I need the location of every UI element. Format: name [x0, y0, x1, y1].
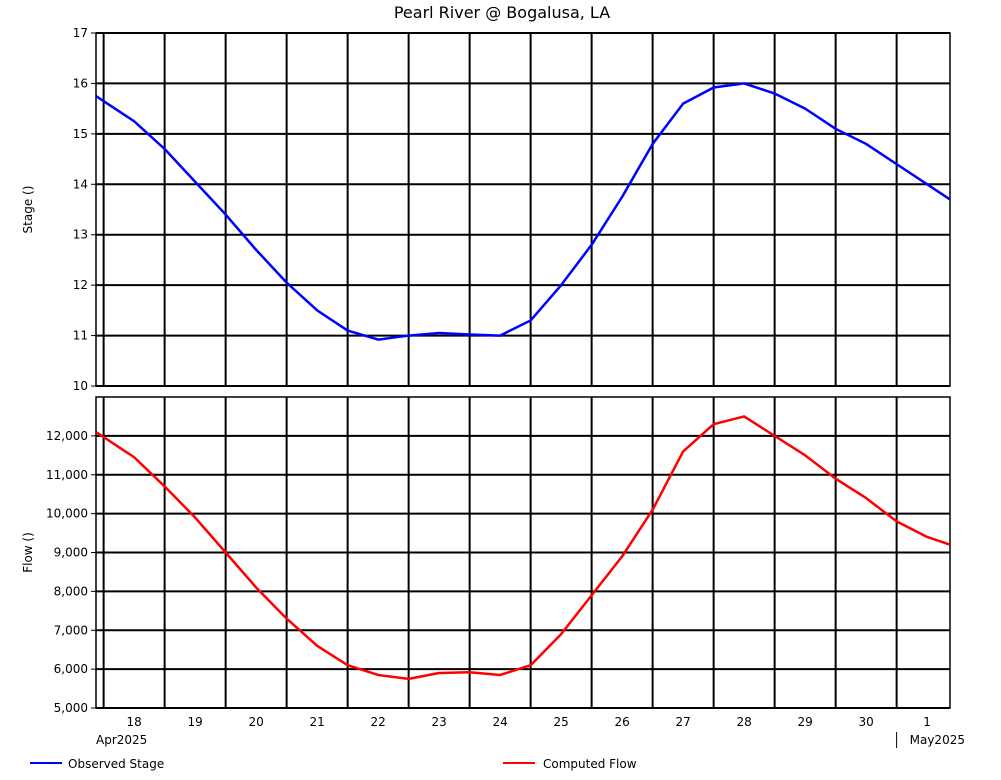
y-tick-label: 8,000: [54, 584, 88, 598]
flow-plot-frame: [95, 396, 951, 709]
chart-title: Pearl River @ Bogalusa, LA: [394, 3, 610, 22]
stage-panel: 10 11 12 13 14 15 16 17 Stage (): [21, 26, 951, 393]
x-day-label: 25: [553, 715, 568, 729]
y-tick-label: 17: [73, 26, 88, 40]
x-day-label: 1: [923, 715, 931, 729]
x-axis: 18 19 20 21 22 23 24 25 26 27 28 29 30 1 Apr2025 May202…: [96, 715, 965, 748]
y-tick-label: 10,000: [46, 507, 88, 521]
y-tick-label: 10: [73, 379, 88, 393]
y-tick-label: 11: [73, 329, 88, 343]
x-day-label: 24: [492, 715, 507, 729]
x-month-label-apr: Apr2025: [96, 733, 147, 747]
flow-series-line: [95, 415, 951, 681]
x-day-label: 22: [370, 715, 385, 729]
x-day-label: 30: [858, 715, 873, 729]
y-tick-label: 12: [73, 278, 88, 292]
legend-label-observed-stage: Observed Stage: [68, 757, 164, 771]
y-tick-label: 13: [73, 228, 88, 242]
x-day-label: 29: [797, 715, 812, 729]
stage-plot-frame: [95, 32, 951, 387]
x-day-label: 19: [187, 715, 202, 729]
y-tick-label: 15: [73, 127, 88, 141]
x-day-label: 21: [309, 715, 324, 729]
x-day-label: 27: [675, 715, 690, 729]
y-tick-label: 9,000: [54, 546, 88, 560]
y-tick-label: 7,000: [54, 623, 88, 637]
x-month-label-may: May2025: [910, 733, 965, 747]
legend-label-computed-flow: Computed Flow: [543, 757, 637, 771]
y-tick-label: 14: [73, 177, 88, 191]
x-day-label: 26: [614, 715, 629, 729]
y-tick-label: 16: [73, 76, 88, 90]
y-tick-label: 5,000: [54, 701, 88, 715]
legend: Observed Stage Computed Flow: [30, 757, 637, 771]
stage-series-line: [95, 82, 951, 341]
flow-panel: 5,000 6,000 7,000 8,000 9,000 10,000 11,000 12,…: [21, 396, 951, 715]
flow-y-axis-label: Flow (): [21, 532, 35, 573]
stage-y-axis-label: Stage (): [21, 186, 35, 234]
x-day-label: 23: [431, 715, 446, 729]
x-day-label: 20: [248, 715, 263, 729]
y-tick-label: 11,000: [46, 468, 88, 482]
y-tick-label: 6,000: [54, 662, 88, 676]
x-day-label: 28: [736, 715, 751, 729]
y-tick-label: 12,000: [46, 429, 88, 443]
x-day-label: 18: [126, 715, 141, 729]
